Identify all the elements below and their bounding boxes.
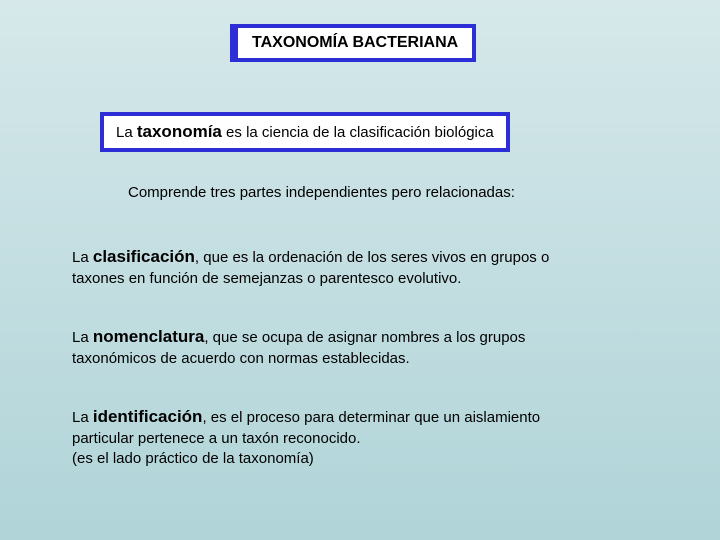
definition-box: La taxonomía es la ciencia de la clasifi… <box>100 112 510 152</box>
item1-prefix: La <box>72 249 93 266</box>
item1-rest2: taxones en función de semejanzas o paren… <box>72 270 461 287</box>
item-nomenclatura: La nomenclatura, que se ocupa de asignar… <box>72 326 525 369</box>
item-identificacion: La identificación, es el proceso para de… <box>72 406 540 469</box>
item3-rest3: (es el lado práctico de la taxonomía) <box>72 450 314 467</box>
item-clasificacion: La clasificación, que es la ordenación d… <box>72 246 549 289</box>
def-suffix: es la ciencia de la clasificación biológ… <box>222 124 494 141</box>
slide: TAXONOMÍA BACTERIANA La taxonomía es la … <box>0 0 720 540</box>
item3-prefix: La <box>72 409 93 426</box>
title-text: TAXONOMÍA BACTERIANA <box>252 34 458 51</box>
subtitle: Comprende tres partes independientes per… <box>128 184 515 201</box>
item2-prefix: La <box>72 329 93 346</box>
item2-rest2: taxonómicos de acuerdo con normas establ… <box>72 350 410 367</box>
item3-term: identificación <box>93 407 203 426</box>
def-prefix: La <box>116 124 137 141</box>
item2-rest1: , que se ocupa de asignar nombres a los … <box>204 329 525 346</box>
item3-rest2: particular pertenece a un taxón reconoci… <box>72 430 361 447</box>
subtitle-text: Comprende tres partes independientes per… <box>128 184 515 201</box>
title-box: TAXONOMÍA BACTERIANA <box>230 24 476 62</box>
item1-term: clasificación <box>93 247 195 266</box>
item2-term: nomenclatura <box>93 327 204 346</box>
item1-rest1: , que es la ordenación de los seres vivo… <box>195 249 549 266</box>
def-term: taxonomía <box>137 122 222 141</box>
item3-rest1: , es el proceso para determinar que un a… <box>202 409 540 426</box>
